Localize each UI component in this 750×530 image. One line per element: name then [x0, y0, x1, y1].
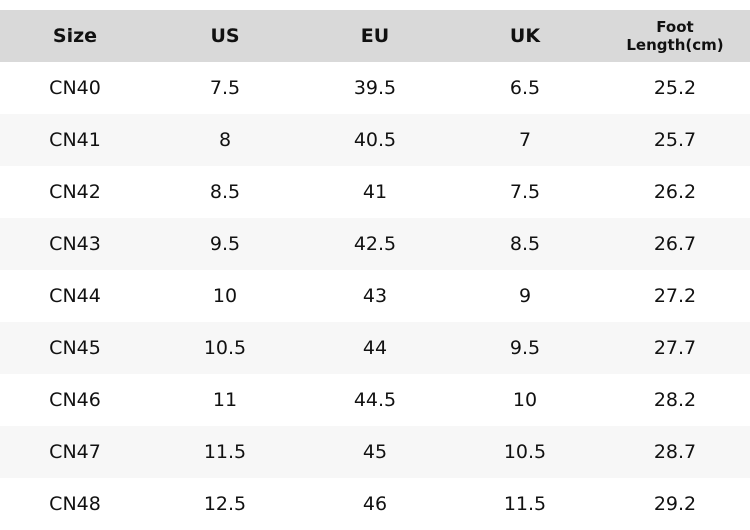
table-cell: 27.2: [653, 285, 697, 307]
header-cell: UK: [450, 10, 600, 62]
table-row: CN41 8 40.5 7 25.7: [0, 114, 750, 166]
table-cell: 7.5: [509, 181, 541, 203]
header-cell: US: [150, 10, 300, 62]
table-cell: 11.5: [503, 493, 547, 515]
table-cell: CN46: [49, 389, 101, 411]
table-cell: 44.5: [353, 389, 397, 411]
table-cell: CN48: [49, 493, 101, 515]
table-cell: 9.5: [209, 233, 241, 255]
table-cell: 10.5: [203, 337, 247, 359]
table-cell: 28.7: [653, 441, 697, 463]
table-cell: CN47: [49, 441, 101, 463]
table-cell: 27.7: [653, 337, 697, 359]
table-cell: 39.5: [353, 77, 397, 99]
header-text: EU: [360, 25, 390, 47]
table-cell: 45: [362, 441, 388, 463]
table-cell: 10: [212, 285, 238, 307]
header-text: Foot Length(cm): [626, 18, 724, 54]
table-cell: 40.5: [353, 129, 397, 151]
header-row: Size US EU UK Foot Length(cm): [0, 10, 750, 62]
table-cell: 42.5: [353, 233, 397, 255]
table-cell: 26.2: [653, 181, 697, 203]
table-cell: 6.5: [509, 77, 541, 99]
table-row: CN46 11 44.5 10 28.2: [0, 374, 750, 426]
table-cell: 11: [212, 389, 238, 411]
table-cell: CN42: [49, 181, 101, 203]
table-cell: 8.5: [209, 181, 241, 203]
table-cell: 28.2: [653, 389, 697, 411]
table-cell: 8.5: [509, 233, 541, 255]
table-cell: 26.7: [653, 233, 697, 255]
header-text: UK: [509, 25, 541, 47]
table-cell: 9.5: [509, 337, 541, 359]
table-row: CN45 10.5 44 9.5 27.7: [0, 322, 750, 374]
table-cell: CN41: [49, 129, 101, 151]
table-cell: 11.5: [203, 441, 247, 463]
header-cell: Size: [0, 10, 150, 62]
table-cell: CN45: [49, 337, 101, 359]
table-cell: 43: [362, 285, 388, 307]
table-cell: 44: [362, 337, 388, 359]
table-cell: CN43: [49, 233, 101, 255]
header-text: US: [210, 25, 240, 47]
header-cell: Foot Length(cm): [600, 10, 750, 62]
table-cell: 10.5: [503, 441, 547, 463]
table-row: CN44 10 43 9 27.2: [0, 270, 750, 322]
table-row: CN47 11.5 45 10.5 28.7: [0, 426, 750, 478]
table-row: CN40 7.5 39.5 6.5 25.2: [0, 62, 750, 114]
table-cell: 7.5: [209, 77, 241, 99]
table-cell: 46: [362, 493, 388, 515]
table-cell: 10: [512, 389, 538, 411]
table-cell: CN44: [49, 285, 101, 307]
table-cell: 7: [518, 129, 532, 151]
size-table: Size US EU UK Foot Length(cm) CN40 7.5 39.5 6.5 2…: [0, 10, 750, 530]
table-cell: 25.2: [653, 77, 697, 99]
table-cell: 8: [218, 129, 232, 151]
table-cell: 25.7: [653, 129, 697, 151]
table-cell: 12.5: [203, 493, 247, 515]
table-row: CN43 9.5 42.5 8.5 26.7: [0, 218, 750, 270]
header-text: Size: [52, 25, 98, 47]
table-cell: 9: [518, 285, 532, 307]
header-cell: EU: [300, 10, 450, 62]
table-cell: 41: [362, 181, 388, 203]
table-cell: 29.2: [653, 493, 697, 515]
table-row: CN48 12.5 46 11.5 29.2: [0, 478, 750, 530]
table-row: CN42 8.5 41 7.5 26.2: [0, 166, 750, 218]
table-cell: CN40: [49, 77, 101, 99]
